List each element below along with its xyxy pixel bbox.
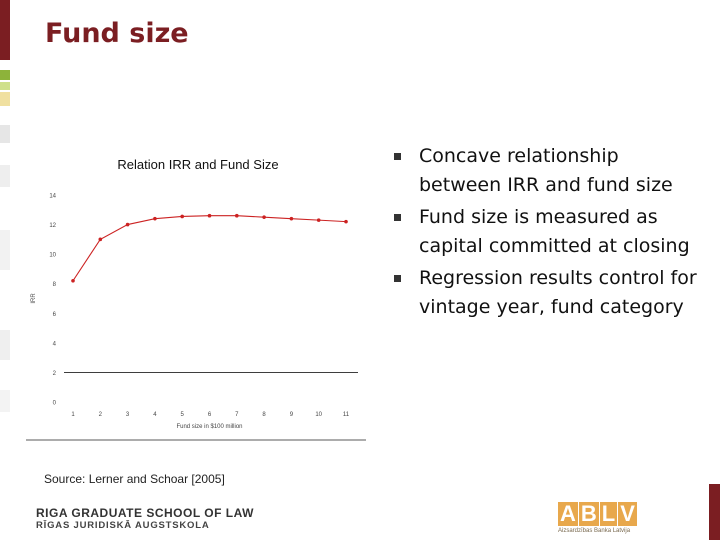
x-tick-label: 8 [262,412,266,418]
chart-container: Relation IRR and Fund Size 0 2 4 6 8 10 12 14 1 2… [26,150,370,450]
data-point [316,218,321,222]
left-decor-strip [0,82,10,90]
y-tick-label: 14 [49,194,56,200]
logo-letter: A [558,501,578,526]
x-axis-label: Fund size in $100 million [176,424,242,430]
bullet-item: Regression results control for vintage y… [392,264,702,322]
logo-letter: B [578,501,599,526]
source-note: Source: Lerner and Schoar [2005] [44,472,225,486]
y-tick-label: 0 [53,401,57,407]
x-tick-label: 11 [343,412,350,418]
school-name-en: RIGA GRADUATE SCHOOL OF LAW [36,506,254,520]
x-tick-label: 5 [181,412,185,418]
logo-letter: V [618,501,637,526]
left-decor-strip [0,125,10,143]
x-tick-label: 2 [99,412,103,418]
bullet-item: Fund size is measured as capital committ… [392,203,702,261]
data-point [153,216,157,221]
data-point [344,219,348,224]
x-tick-label: 3 [126,412,130,418]
left-accent-bar [0,0,10,60]
x-tick-label: 4 [153,412,157,418]
data-point [125,222,130,227]
left-decor-strip [0,230,10,270]
y-tick-label: 10 [49,253,56,259]
data-point [207,213,212,218]
data-point [262,215,266,219]
right-accent-bar [709,484,720,540]
y-tick-label: 12 [49,223,56,229]
data-point [71,278,75,283]
logo-letter: L [599,501,618,526]
school-logo: RIGA GRADUATE SCHOOL OF LAW RĪGAS JURIDI… [36,506,254,532]
y-tick-label: 8 [53,282,57,288]
x-tick-label: 7 [235,412,239,418]
left-decor-strip [0,165,10,187]
y-tick-label: 4 [53,341,57,347]
bullet-list: Concave relationship between IRR and fun… [392,142,702,325]
left-decor-strip [0,70,10,80]
data-point [289,216,294,221]
x-tick-label: 1 [71,412,75,418]
y-tick-label: 6 [53,312,57,318]
y-axis-label: IRR [31,293,37,304]
data-point [98,237,103,242]
x-tick-label: 10 [315,412,322,418]
left-decor-strip [0,390,10,412]
data-point [235,213,239,218]
chart-title: Relation IRR and Fund Size [117,157,279,172]
x-tick-label: 6 [208,412,212,418]
bullet-item: Concave relationship between IRR and fun… [392,142,702,200]
left-decor-strip [0,92,10,106]
x-tick-label: 9 [290,412,294,418]
ablv-logo-subtitle: Aizsardzības Banka Latvija [558,528,631,534]
data-point [180,214,184,219]
y-tick-label: 2 [53,371,57,377]
school-name-lv: RĪGAS JURIDISKĀ AUGSTSKOLA [36,520,210,531]
series-line [72,215,347,282]
left-decor-strip [0,330,10,360]
slide-title: Fund size [45,18,189,49]
